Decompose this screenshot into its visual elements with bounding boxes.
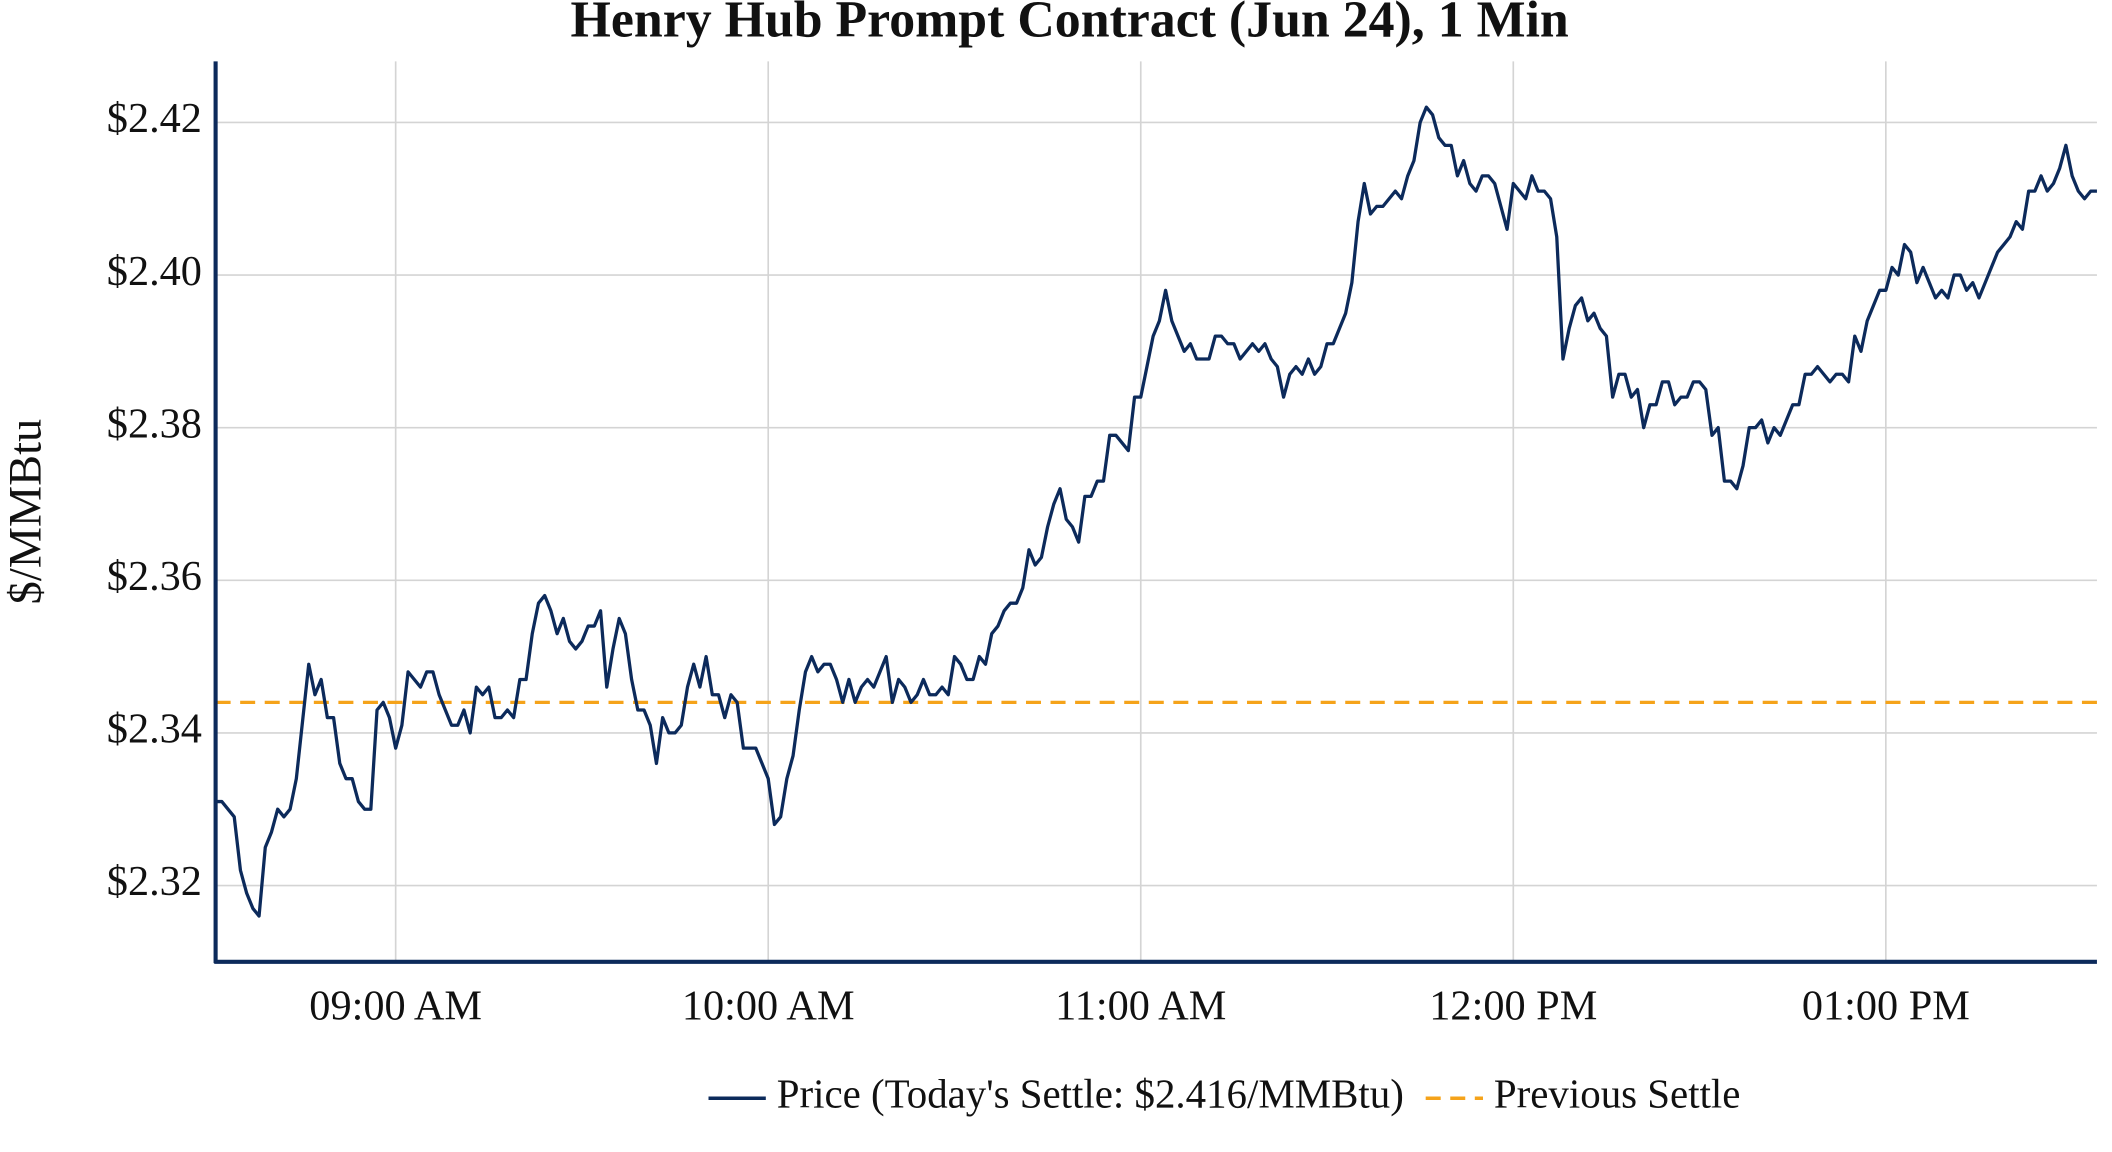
x-tick-label: 12:00 PM: [1429, 982, 1597, 1029]
x-tick-label: 10:00 AM: [682, 982, 855, 1029]
axes: [213, 61, 2097, 964]
y-tick-label: $2.36: [107, 553, 202, 600]
y-axis-title: $/MMBtu: [1, 419, 52, 605]
y-tick-label: $2.32: [107, 858, 202, 905]
grid: [215, 61, 2097, 962]
x-tick-label: 09:00 AM: [309, 982, 482, 1029]
price-line: [215, 105, 2097, 918]
legend-item: Price (Today's Settle: $2.416/MMBtu): [708, 1072, 1404, 1117]
legend-item: Previous Settle: [1425, 1072, 1741, 1117]
y-tick-label: $2.34: [107, 706, 202, 753]
legend: Price (Today's Settle: $2.416/MMBtu) Prev…: [708, 1072, 1741, 1117]
y-tick-label: $2.40: [107, 248, 202, 295]
y-tick-label: $2.38: [107, 400, 202, 447]
legend-label: Previous Settle: [1494, 1072, 1741, 1117]
chart-title: Henry Hub Prompt Contract (Jun 24), 1 Mi…: [571, 0, 1569, 48]
x-tick-label: 01:00 PM: [1802, 982, 1970, 1029]
legend-label: Price (Today's Settle: $2.416/MMBtu): [777, 1072, 1404, 1117]
plot-area: [215, 105, 2097, 918]
x-tick-label: 11:00 AM: [1055, 982, 1226, 1029]
y-tick-label: $2.42: [107, 95, 202, 142]
